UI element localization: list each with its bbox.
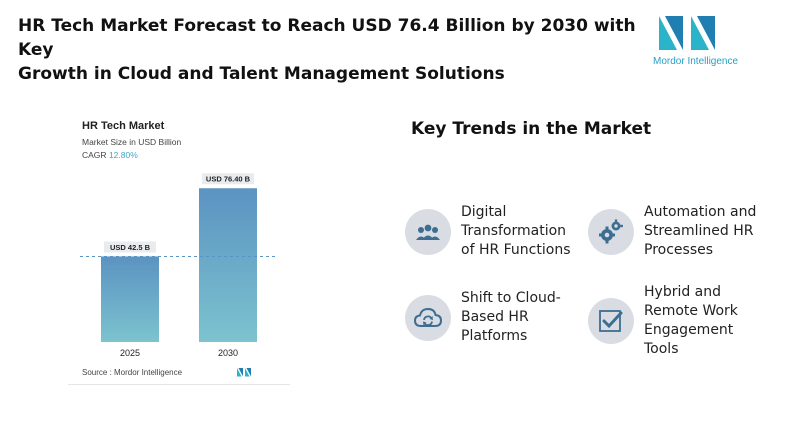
- trend-label-line: Engagement: [644, 322, 734, 338]
- x-tick-label: 2025: [120, 348, 140, 358]
- checkmark-icon: [588, 298, 634, 344]
- cagr-value: 12.80%: [108, 150, 138, 160]
- data-label-box: [104, 241, 156, 253]
- brand-name: Mordor Intelligence: [653, 56, 739, 67]
- trend-digital-transformation: Digital Transformation of HR Functions: [405, 203, 591, 260]
- trend-label-line: Based HR: [461, 309, 529, 325]
- data-label: USD 76.40 B: [206, 175, 251, 184]
- bar-chart: USD 42.5 B 2025 USD 76.40 B 2030: [80, 173, 278, 358]
- trend-label-line: Tools: [644, 341, 679, 357]
- trend-label: Automation and Streamlined HR Processes: [644, 203, 774, 260]
- gears-icon: [588, 208, 634, 255]
- bar-2025: [101, 256, 159, 342]
- data-label: USD 42.5 B: [110, 243, 151, 252]
- chart-subtitle: Market Size in USD Billion: [82, 137, 182, 147]
- trend-label-line: Hybrid and: [644, 284, 722, 300]
- trend-label-line: Remote Work: [644, 303, 738, 319]
- trend-label-line: Platforms: [461, 328, 528, 344]
- trend-label-line: of HR Functions: [461, 242, 571, 258]
- chart-cagr: CAGR 12.80%: [82, 150, 138, 160]
- trend-label: Shift to Cloud- Based HR Platforms: [461, 289, 591, 346]
- cagr-label: CAGR: [82, 150, 107, 160]
- trend-label-line: Automation and: [644, 204, 757, 220]
- chart-source: Source : Mordor Intelligence: [82, 368, 183, 377]
- trend-label-line: Digital: [461, 204, 507, 220]
- trend-label-line: Shift to Cloud-: [461, 290, 561, 306]
- trend-cloud-platforms: Shift to Cloud- Based HR Platforms: [405, 289, 591, 346]
- chart-title: HR Tech Market: [82, 120, 165, 132]
- bar-2030: [199, 188, 257, 342]
- page-title-line-1: HR Tech Market Forecast to Reach USD 76.…: [18, 16, 636, 60]
- trend-label-line: Streamlined HR: [644, 223, 754, 239]
- trend-label-line: Processes: [644, 242, 714, 258]
- trend-automation: Automation and Streamlined HR Processes: [588, 203, 774, 260]
- trend-label: Hybrid and Remote Work Engagement Tools: [644, 283, 774, 359]
- trend-label: Digital Transformation of HR Functions: [461, 203, 591, 260]
- source-logo-icon: [236, 364, 254, 382]
- mordor-logo-icon: [655, 12, 745, 72]
- data-label-box: [202, 173, 254, 185]
- page-title: HR Tech Market Forecast to Reach USD 76.…: [18, 14, 638, 86]
- chart-card: USD 42.5 B 2025 USD 76.40 B 2030 HR Tech Ma…: [68, 106, 290, 385]
- trend-label-line: Transformation: [461, 223, 567, 239]
- people-presentation-icon: [405, 208, 451, 255]
- cloud-sync-icon: [405, 294, 451, 341]
- trend-hybrid-remote: Hybrid and Remote Work Engagement Tools: [588, 283, 774, 359]
- key-trends-title: Key Trends in the Market: [411, 119, 652, 139]
- page-title-line-2: Growth in Cloud and Talent Management So…: [18, 64, 505, 84]
- x-tick-label: 2030: [218, 348, 238, 358]
